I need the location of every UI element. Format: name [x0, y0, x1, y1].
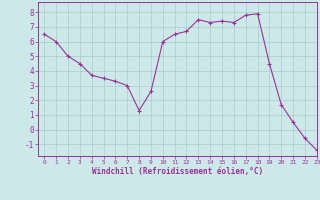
X-axis label: Windchill (Refroidissement éolien,°C): Windchill (Refroidissement éolien,°C)	[92, 167, 263, 176]
